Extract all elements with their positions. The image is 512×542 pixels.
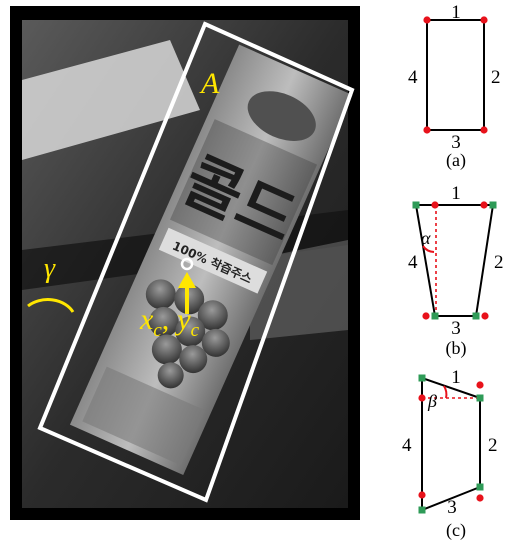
panel-b-edge-2: 2 [494, 252, 504, 273]
panel-c-corner-new-tr [476, 394, 484, 402]
gamma-angle-arc [27, 298, 75, 313]
panel-b-corner-new-br [472, 312, 480, 320]
panel-a-edge-1: 1 [451, 2, 461, 23]
panel-b-corner-new-tl [412, 201, 420, 209]
panel-b-corner-new-bl [431, 312, 439, 320]
carton-logo [247, 91, 316, 141]
carton-label-strip [158, 227, 268, 294]
bright-background-region [22, 40, 200, 160]
panel-a-corner-tr [480, 16, 488, 24]
panel-c-edge-2: 2 [488, 435, 498, 456]
panel-c: β 1 2 3 4 (c) [402, 367, 498, 541]
panel-c-edge-4: 4 [402, 435, 412, 456]
panel-b-alpha-arc [422, 245, 435, 253]
panel-c-corner-orig-bl [418, 491, 426, 499]
panel-b-corner-orig-bl [422, 312, 430, 320]
panel-a-edge-4: 4 [408, 67, 418, 88]
photo-panel: 콜드 100% 착즙주스 A xc, yc [10, 6, 360, 520]
panel-b: α 1 2 3 4 (b) [408, 183, 504, 359]
gamma-label: γ [44, 253, 56, 284]
panel-c-corner-orig-br [476, 494, 484, 502]
panel-a-edge-3: 3 [451, 132, 461, 153]
panel-b-corner-new-tr [489, 201, 497, 209]
panel-a-corner-tl [423, 16, 431, 24]
center-marker [180, 257, 194, 271]
panel-b-trapezoid [414, 204, 495, 317]
juice-carton: 콜드 100% 착즙주스 [69, 44, 353, 476]
panel-b-alpha-label: α [421, 228, 431, 248]
center-arrow-head [178, 272, 196, 288]
grape-illustration [145, 279, 230, 389]
panel-b-corner-orig-br [481, 312, 489, 320]
panel-a: 1 2 3 4 (a) [408, 2, 501, 171]
panel-c-edge-1: 1 [451, 367, 461, 388]
panel-a-edge-2: 2 [491, 67, 501, 88]
panel-c-edge-3: 3 [447, 497, 457, 518]
panel-b-edge-1: 1 [451, 183, 461, 204]
panel-a-caption: (a) [446, 150, 466, 171]
carton-text-area [169, 119, 318, 266]
panel-c-corner-orig-tr [476, 381, 484, 389]
carton-nutrition-panel [82, 366, 206, 466]
panel-b-corner-orig-tr [480, 201, 488, 209]
panel-a-corner-br [480, 126, 488, 134]
panel-c-beta-label: β [427, 391, 437, 411]
panel-b-corner-orig-tl [431, 201, 439, 209]
panel-b-edge-3: 3 [451, 318, 461, 339]
panel-c-corner-orig-tl [418, 394, 426, 402]
box-label: A [199, 67, 220, 100]
panel-b-caption: (b) [446, 338, 467, 359]
panel-c-beta-arc [443, 385, 448, 399]
panel-c-corner-new-tl [418, 374, 426, 382]
panel-c-caption: (c) [446, 520, 466, 541]
panel-c-corner-new-br [476, 483, 484, 491]
center-label: xc, yc [139, 303, 200, 341]
bounding-box-outline [37, 21, 355, 503]
panel-c-corner-new-bl [418, 506, 426, 514]
panel-b-edge-4: 4 [408, 252, 418, 273]
panel-a-rectangle [426, 19, 485, 131]
panel-a-corner-bl [423, 126, 431, 134]
